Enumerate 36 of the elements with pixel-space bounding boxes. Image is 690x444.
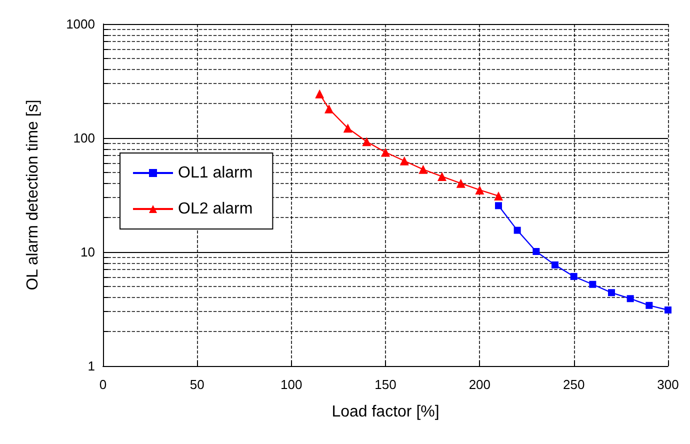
- point: [362, 137, 372, 146]
- point: [400, 156, 409, 166]
- point: [552, 261, 558, 268]
- x-tick-label: 50: [190, 377, 204, 392]
- point: [626, 295, 634, 302]
- point: [532, 248, 540, 256]
- point: [438, 172, 446, 181]
- point: [589, 280, 596, 288]
- point: [324, 104, 334, 114]
- point: [418, 164, 428, 174]
- x-tick-label: 150: [374, 377, 396, 392]
- point: [343, 124, 352, 133]
- legend-label: OL1 alarm: [178, 164, 253, 182]
- y-axis-title: OL alarm detection time [s]: [24, 100, 42, 290]
- y-tick-label: 1000: [66, 16, 95, 32]
- point: [495, 202, 502, 210]
- x-tick-label: 200: [468, 377, 491, 392]
- y-tick-label: 1: [88, 358, 95, 374]
- point: [315, 89, 324, 98]
- y-tick-label: 100: [73, 130, 95, 146]
- x-axis-title: Load factor [%]: [332, 404, 440, 420]
- x-tick-label: 300: [657, 377, 679, 392]
- point: [608, 289, 615, 296]
- x-tick-label: 100: [280, 377, 302, 392]
- legend-label: OL2 alarm: [178, 200, 253, 218]
- point: [646, 302, 653, 309]
- point: [494, 191, 503, 200]
- x-tick-label: 250: [562, 377, 585, 392]
- x-tick-label: 0: [99, 377, 107, 392]
- point: [570, 272, 578, 280]
- point: [664, 306, 672, 314]
- point: [456, 178, 466, 188]
- point: [381, 148, 390, 157]
- point: [514, 226, 521, 234]
- point: [475, 185, 484, 194]
- y-tick-label: 10: [80, 244, 95, 260]
